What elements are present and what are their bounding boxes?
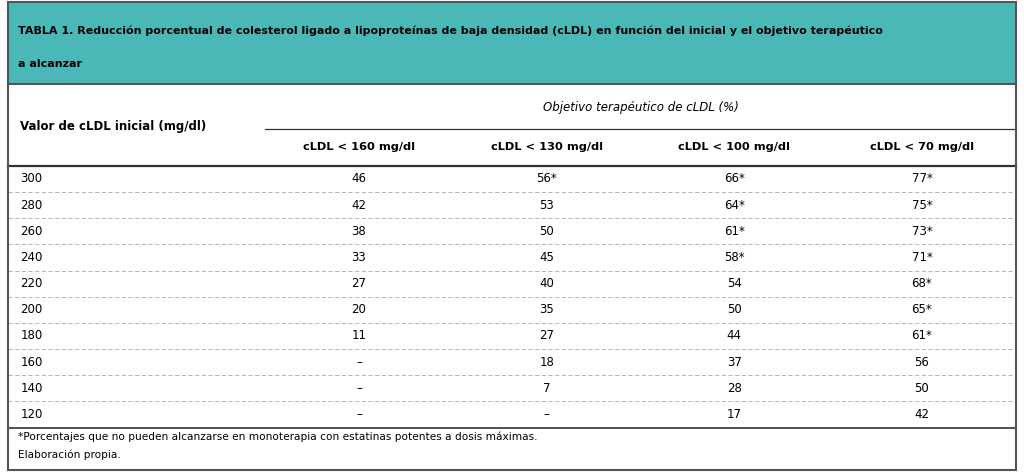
Text: 220: 220 <box>20 277 43 290</box>
Text: 53: 53 <box>540 199 554 211</box>
Text: 56: 56 <box>914 356 930 369</box>
Text: 140: 140 <box>20 382 43 395</box>
Text: 20: 20 <box>351 303 367 316</box>
Text: 200: 200 <box>20 303 43 316</box>
Text: 64*: 64* <box>724 199 744 211</box>
Text: 65*: 65* <box>911 303 932 316</box>
Text: 42: 42 <box>914 408 930 421</box>
Text: 17: 17 <box>727 408 741 421</box>
Text: 11: 11 <box>351 329 367 343</box>
Text: –: – <box>544 408 550 421</box>
Text: Valor de cLDL inicial (mg/dl): Valor de cLDL inicial (mg/dl) <box>20 120 207 133</box>
Text: 50: 50 <box>727 303 741 316</box>
Text: 37: 37 <box>727 356 741 369</box>
Text: 27: 27 <box>540 329 554 343</box>
Bar <box>8 2 1016 84</box>
Text: 42: 42 <box>351 199 367 211</box>
Text: 300: 300 <box>20 172 43 185</box>
Text: 56*: 56* <box>537 172 557 185</box>
Text: *Porcentajes que no pueden alcanzarse en monoterapia con estatinas potentes a do: *Porcentajes que no pueden alcanzarse en… <box>18 431 538 442</box>
Text: 35: 35 <box>540 303 554 316</box>
Text: 71*: 71* <box>911 251 933 264</box>
Text: 160: 160 <box>20 356 43 369</box>
Text: 28: 28 <box>727 382 741 395</box>
Text: 77*: 77* <box>911 172 933 185</box>
Text: 66*: 66* <box>724 172 744 185</box>
Text: cLDL < 70 mg/dl: cLDL < 70 mg/dl <box>870 142 974 152</box>
Text: 7: 7 <box>543 382 550 395</box>
Text: 50: 50 <box>914 382 930 395</box>
Text: Elaboración propia.: Elaboración propia. <box>18 449 121 460</box>
Text: cLDL < 130 mg/dl: cLDL < 130 mg/dl <box>490 142 603 152</box>
Text: 46: 46 <box>351 172 367 185</box>
Text: TABLA 1. Reducción porcentual de colesterol ligado a lipoproteínas de baja densi: TABLA 1. Reducción porcentual de coleste… <box>18 26 884 36</box>
Text: 27: 27 <box>351 277 367 290</box>
Text: –: – <box>356 356 361 369</box>
Text: 33: 33 <box>351 251 367 264</box>
Text: –: – <box>356 408 361 421</box>
Text: cLDL < 160 mg/dl: cLDL < 160 mg/dl <box>303 142 415 152</box>
Text: 44: 44 <box>727 329 741 343</box>
Text: 73*: 73* <box>911 225 932 238</box>
Text: 58*: 58* <box>724 251 744 264</box>
Text: 240: 240 <box>20 251 43 264</box>
Text: 260: 260 <box>20 225 43 238</box>
Text: Objetivo terapéutico de cLDL (%): Objetivo terapéutico de cLDL (%) <box>543 101 738 114</box>
Text: 75*: 75* <box>911 199 932 211</box>
Text: 38: 38 <box>351 225 367 238</box>
Text: 280: 280 <box>20 199 43 211</box>
Text: 120: 120 <box>20 408 43 421</box>
Text: 54: 54 <box>727 277 741 290</box>
Text: 18: 18 <box>540 356 554 369</box>
Text: 180: 180 <box>20 329 43 343</box>
Text: –: – <box>356 382 361 395</box>
Text: 61*: 61* <box>724 225 744 238</box>
Text: 50: 50 <box>540 225 554 238</box>
Text: 61*: 61* <box>911 329 933 343</box>
Text: a alcanzar: a alcanzar <box>18 59 82 69</box>
Text: 45: 45 <box>540 251 554 264</box>
Text: 68*: 68* <box>911 277 932 290</box>
Text: 40: 40 <box>540 277 554 290</box>
Text: cLDL < 100 mg/dl: cLDL < 100 mg/dl <box>678 142 791 152</box>
Bar <box>8 84 1016 470</box>
